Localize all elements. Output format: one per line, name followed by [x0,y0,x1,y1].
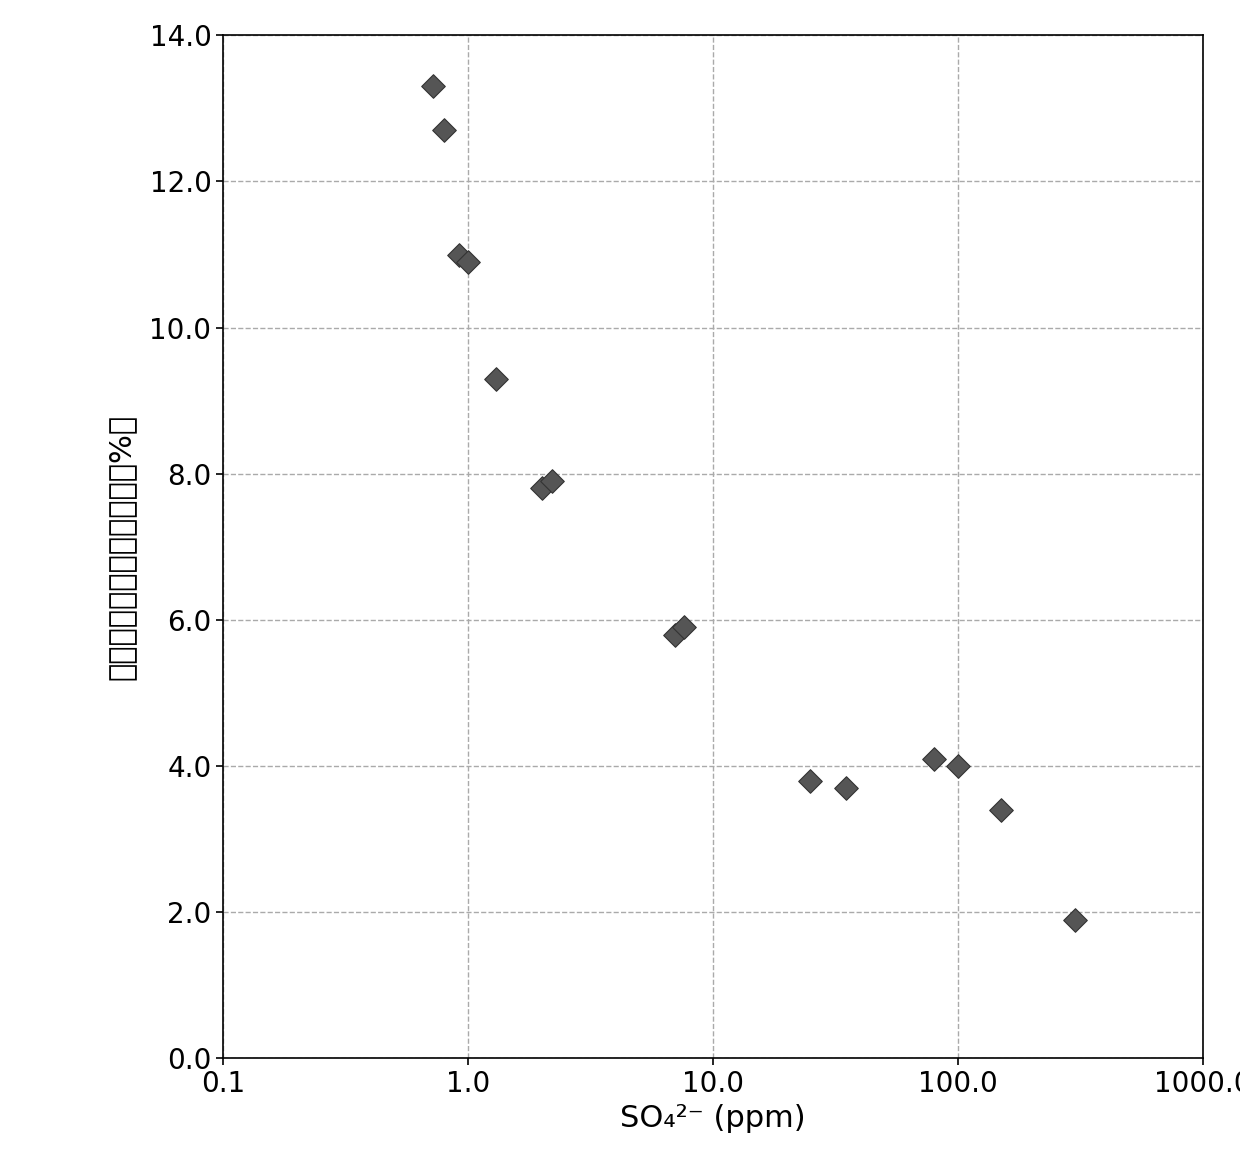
Point [486,369,506,388]
Point [801,771,821,790]
Point [542,472,562,490]
Point [532,479,552,497]
Point [924,749,944,768]
Point [434,121,454,140]
Point [665,626,684,644]
Point [423,78,443,96]
Point [991,801,1011,820]
Point [673,617,693,636]
X-axis label: SO₄²⁻ (ppm): SO₄²⁻ (ppm) [620,1104,806,1132]
Point [449,245,469,263]
Point [947,756,967,775]
Point [458,253,477,272]
Y-axis label: 磁性芯材的凹凸颗粒比例（%）: 磁性芯材的凹凸颗粒比例（%） [107,414,135,680]
Point [836,779,856,797]
Point [1065,910,1085,929]
